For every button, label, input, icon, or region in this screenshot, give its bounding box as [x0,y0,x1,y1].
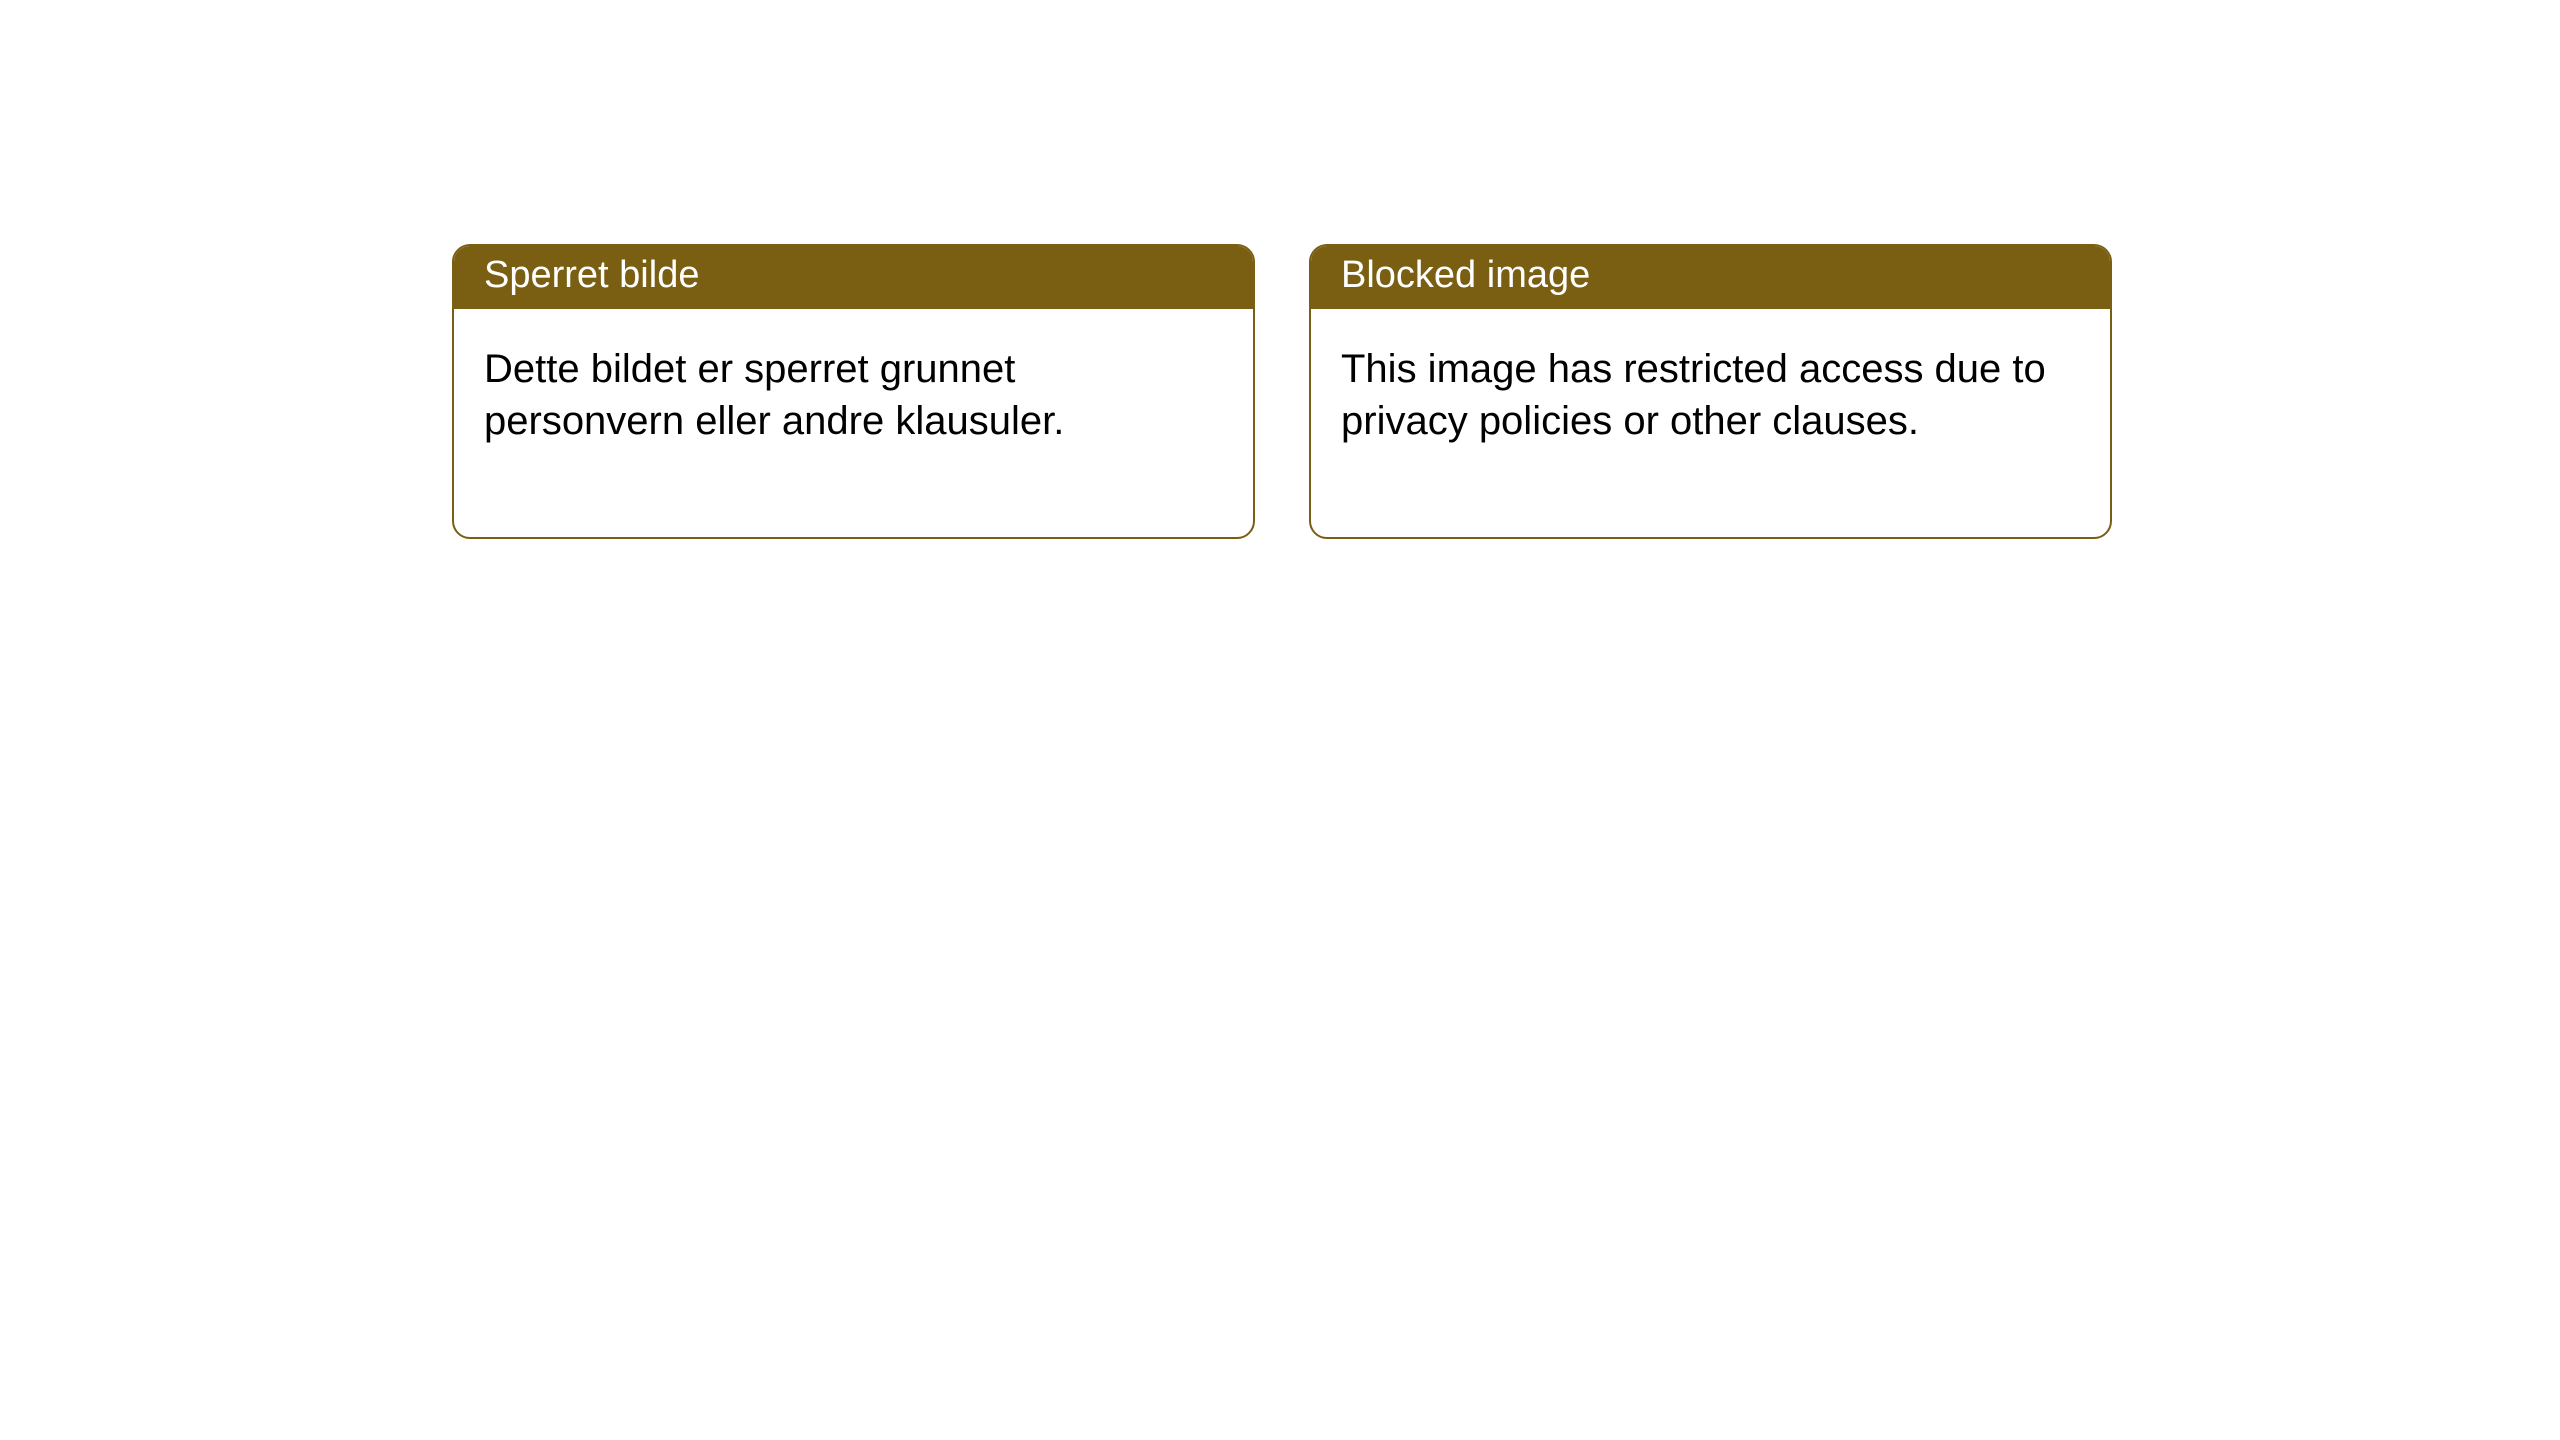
notice-title-english: Blocked image [1311,246,2110,309]
notice-card-english: Blocked image This image has restricted … [1309,244,2112,539]
notice-title-norwegian: Sperret bilde [454,246,1253,309]
notice-container: Sperret bilde Dette bildet er sperret gr… [0,0,2560,539]
notice-body-english: This image has restricted access due to … [1311,309,2110,537]
notice-body-norwegian: Dette bildet er sperret grunnet personve… [454,309,1253,537]
notice-card-norwegian: Sperret bilde Dette bildet er sperret gr… [452,244,1255,539]
